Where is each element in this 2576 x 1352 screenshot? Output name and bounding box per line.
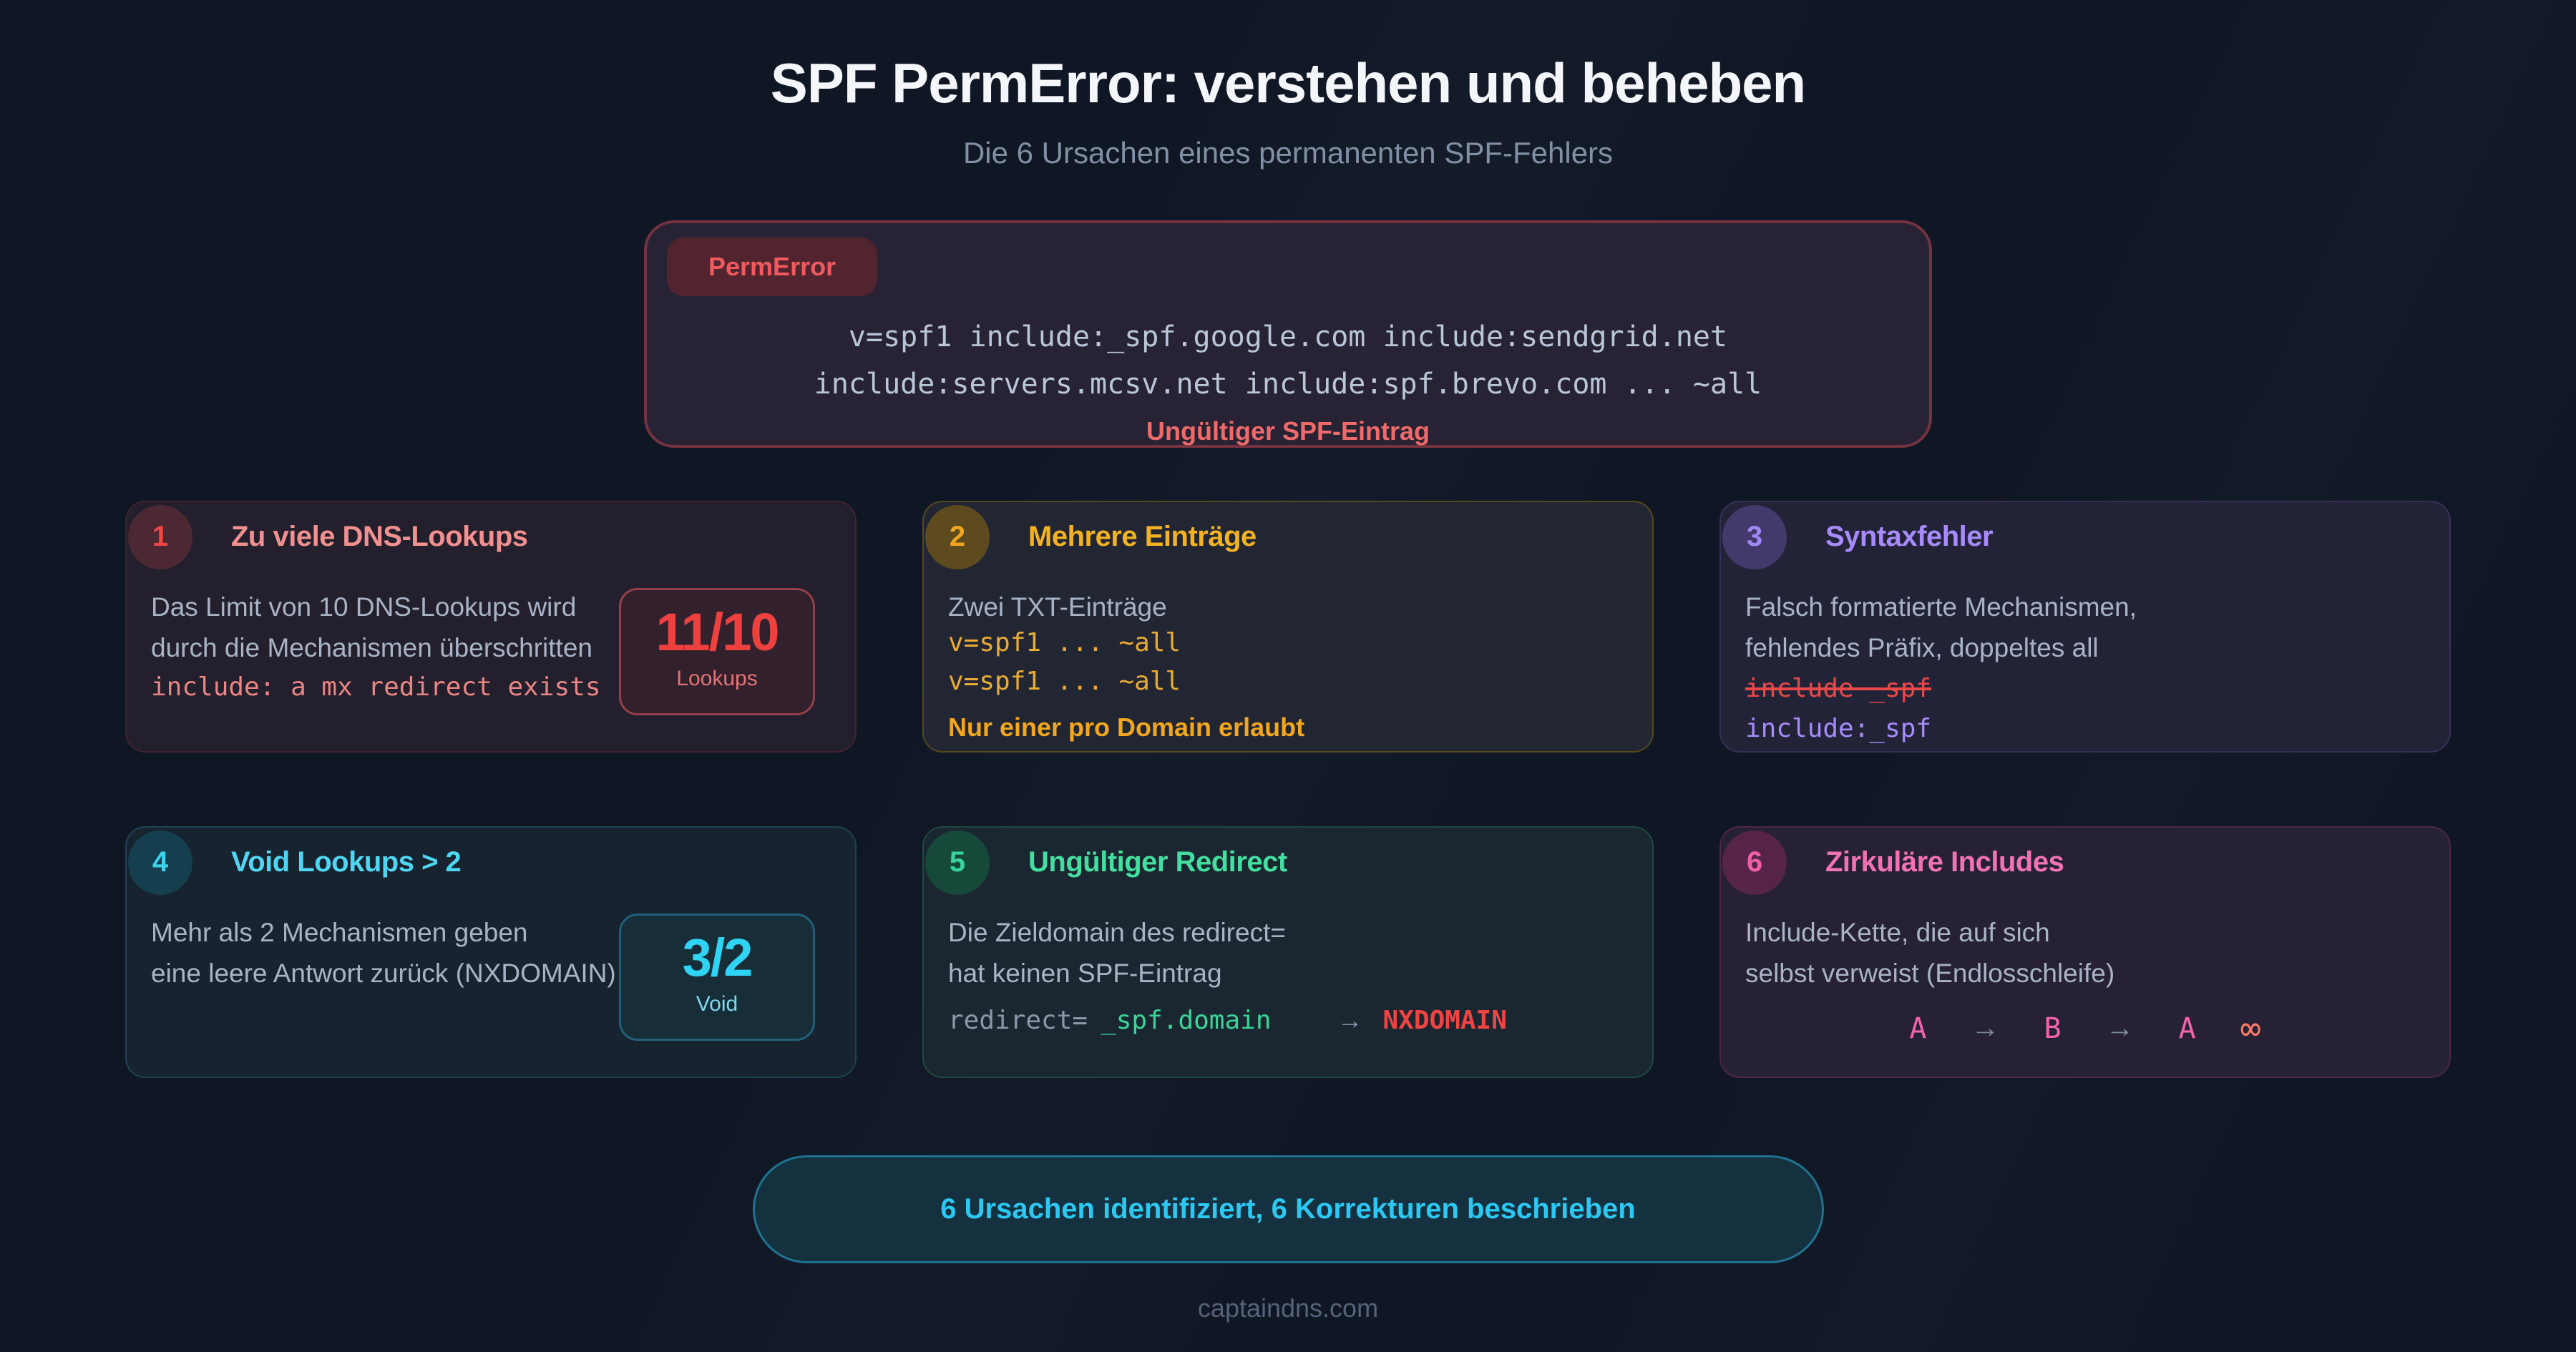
summary-text: 6 Ursachen identifiziert, 6 Korrekturen …: [940, 1192, 1636, 1225]
chain-node-b: B: [2044, 1011, 2062, 1045]
card-number-badge: 4: [128, 830, 192, 895]
card-number-badge: 1: [128, 504, 192, 569]
card-body-line: Die Zieldomain des redirect=: [948, 917, 1286, 947]
summary-pill: 6 Ursachen identifiziert, 6 Korrekturen …: [752, 1155, 1824, 1263]
page-subtitle: Die 6 Ursachen eines permanenten SPF-Feh…: [962, 135, 1614, 170]
cause-card-grid: 1 Zu viele DNS-Lookups Das Limit von 10 …: [125, 500, 2451, 1078]
redirect-code-row: redirect= _spf.domain → NXDOMAIN: [948, 1005, 1507, 1035]
arrow-icon: →: [1337, 1004, 1363, 1034]
card-body-line: fehlendes Präfix, doppeltes all: [1745, 632, 2099, 662]
include-chain: A → B → A ∞: [1721, 1008, 2449, 1049]
invalid-record-caption: Ungültiger SPF-Eintrag: [1146, 416, 1430, 446]
arrow-icon: →: [1971, 1012, 2000, 1044]
multiple-records-note: Nur einer pro Domain erlaubt: [948, 712, 1305, 742]
spf-record-line-2: include:servers.mcsv.net include:spf.bre…: [814, 367, 1762, 401]
card-body: Include-Kette, die auf sich selbst verwe…: [1745, 912, 2114, 994]
card-body-line: selbst verweist (Endlosschleife): [1745, 958, 2115, 988]
arrow-icon: →: [2105, 1012, 2135, 1044]
card-body: Zwei TXT-Einträge: [948, 587, 1167, 627]
card-body-line: eine leere Antwort zurück (NXDOMAIN): [151, 958, 616, 988]
infinity-icon: ∞: [2240, 1008, 2261, 1049]
cause-card-syntax-error: 3 Syntaxfehler Falsch formatierte Mechan…: [1719, 500, 2451, 753]
chain-node-a2: A: [2178, 1011, 2196, 1045]
card-body: Mehr als 2 Mechanismen geben eine leere …: [151, 912, 616, 994]
invalid-record-panel: PermError v=spf1 include:_spf.google.com…: [644, 220, 1932, 448]
lookup-stat-box: 11/10 Lookups: [619, 587, 815, 715]
stat-label: Lookups: [676, 666, 758, 690]
chain-node-a: A: [1909, 1011, 1927, 1045]
redirect-label: redirect=: [948, 1005, 1088, 1035]
card-title: Ungültiger Redirect: [1028, 846, 1287, 878]
card-body-line: Zwei TXT-Einträge: [948, 592, 1167, 622]
card-number-badge: 6: [1722, 830, 1787, 895]
permerror-badge: PermError: [667, 237, 878, 296]
card-title: Void Lookups > 2: [231, 846, 462, 878]
lookup-mechanisms-code: include: a mx redirect exists: [151, 672, 601, 702]
card-title: Zu viele DNS-Lookups: [231, 521, 528, 553]
card-body: Das Limit von 10 DNS-Lookups wird durch …: [151, 587, 592, 668]
spf-record: v=spf1 include:_spf.google.com include:s…: [647, 223, 1929, 408]
bad-syntax-code: include _spf: [1745, 673, 1932, 703]
void-stat-box: 3/2 Void: [619, 913, 815, 1041]
footer-domain: captaindns.com: [1197, 1293, 1379, 1323]
card-title: Zirkuläre Includes: [1825, 846, 2064, 878]
txt-record-code-2: v=spf1 ... ~all: [948, 666, 1181, 696]
card-body-line: hat keinen SPF-Eintrag: [948, 958, 1222, 988]
stat-label: Void: [696, 991, 738, 1016]
card-body: Falsch formatierte Mechanismen, fehlende…: [1745, 587, 2137, 668]
card-number-badge: 3: [1722, 504, 1787, 569]
header: SPF PermError: verstehen und beheben Die…: [0, 0, 2576, 170]
card-body: Die Zieldomain des redirect= hat keinen …: [948, 912, 1286, 994]
fixed-syntax-code: include:_spf: [1745, 713, 1932, 743]
stat-value: 11/10: [655, 602, 779, 662]
page-title: SPF PermError: verstehen und beheben: [770, 52, 1806, 114]
card-title: Mehrere Einträge: [1028, 521, 1257, 553]
card-body-line: Das Limit von 10 DNS-Lookups wird: [151, 592, 577, 622]
cause-card-multiple-records: 2 Mehrere Einträge Zwei TXT-Einträge v=s…: [922, 500, 1654, 753]
card-body-line: durch die Mechanismen überschritten: [151, 632, 592, 662]
card-number-badge: 2: [925, 504, 990, 569]
nxdomain-result: NXDOMAIN: [1382, 1005, 1507, 1035]
card-body-line: Falsch formatierte Mechanismen,: [1745, 592, 2137, 622]
card-number-badge: 5: [925, 830, 990, 895]
redirect-target: _spf.domain: [1101, 1005, 1272, 1035]
cause-card-void-lookups: 4 Void Lookups > 2 Mehr als 2 Mechanisme…: [125, 826, 857, 1078]
card-body-line: Mehr als 2 Mechanismen geben: [151, 917, 528, 947]
cause-card-circular-includes: 6 Zirkuläre Includes Include-Kette, die …: [1719, 826, 2451, 1078]
cause-card-dns-lookups: 1 Zu viele DNS-Lookups Das Limit von 10 …: [125, 500, 857, 753]
stat-value: 3/2: [682, 927, 753, 987]
card-title: Syntaxfehler: [1825, 521, 1994, 553]
cause-card-invalid-redirect: 5 Ungültiger Redirect Die Zieldomain des…: [922, 826, 1654, 1078]
spf-record-line-1: v=spf1 include:_spf.google.com include:s…: [848, 320, 1728, 353]
txt-record-code-1: v=spf1 ... ~all: [948, 627, 1181, 657]
card-body-line: Include-Kette, die auf sich: [1745, 917, 2050, 947]
